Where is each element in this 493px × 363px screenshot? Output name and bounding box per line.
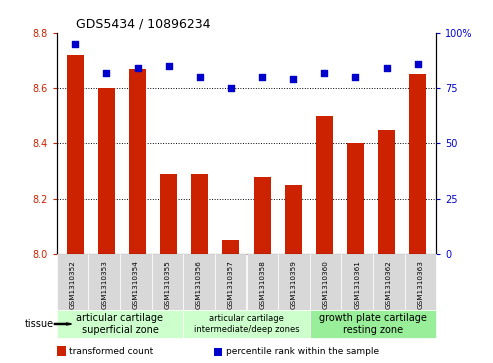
Point <box>165 63 173 69</box>
Text: articular cartilage
intermediate/deep zones: articular cartilage intermediate/deep zo… <box>194 314 299 334</box>
Bar <box>129 69 146 254</box>
Text: percentile rank within the sample: percentile rank within the sample <box>226 347 379 356</box>
Text: GSM1310360: GSM1310360 <box>322 260 329 309</box>
Point <box>352 74 359 80</box>
Text: GSM1310356: GSM1310356 <box>196 260 202 309</box>
Point <box>196 74 204 80</box>
Text: GSM1310359: GSM1310359 <box>291 260 297 309</box>
Bar <box>347 143 364 254</box>
Bar <box>67 55 84 254</box>
Bar <box>222 240 240 254</box>
Text: GSM1310362: GSM1310362 <box>386 260 392 309</box>
Text: GSM1310353: GSM1310353 <box>101 260 107 309</box>
Point <box>289 76 297 82</box>
Text: transformed count: transformed count <box>69 347 153 356</box>
Text: GSM1310355: GSM1310355 <box>164 260 171 309</box>
Text: GSM1310358: GSM1310358 <box>259 260 265 309</box>
Bar <box>98 88 115 254</box>
Point <box>383 65 390 71</box>
Point <box>320 70 328 76</box>
Bar <box>409 74 426 254</box>
Point <box>134 65 141 71</box>
Text: articular cartilage
superficial zone: articular cartilage superficial zone <box>76 313 164 335</box>
Text: GSM1310363: GSM1310363 <box>418 260 423 309</box>
Text: GSM1310352: GSM1310352 <box>70 260 75 309</box>
Text: growth plate cartilage
resting zone: growth plate cartilage resting zone <box>319 313 427 335</box>
Text: GSM1310357: GSM1310357 <box>228 260 234 309</box>
Bar <box>253 177 271 254</box>
Bar <box>160 174 177 254</box>
Point <box>227 85 235 91</box>
Bar <box>191 174 209 254</box>
Point <box>103 70 110 76</box>
Text: GSM1310354: GSM1310354 <box>133 260 139 309</box>
Bar <box>316 116 333 254</box>
Text: GSM1310361: GSM1310361 <box>354 260 360 309</box>
Text: GDS5434 / 10896234: GDS5434 / 10896234 <box>76 17 210 30</box>
Point <box>414 61 422 66</box>
Point <box>71 41 79 46</box>
Bar <box>378 130 395 254</box>
Text: tissue: tissue <box>25 319 54 329</box>
Bar <box>284 185 302 254</box>
Point <box>258 74 266 80</box>
